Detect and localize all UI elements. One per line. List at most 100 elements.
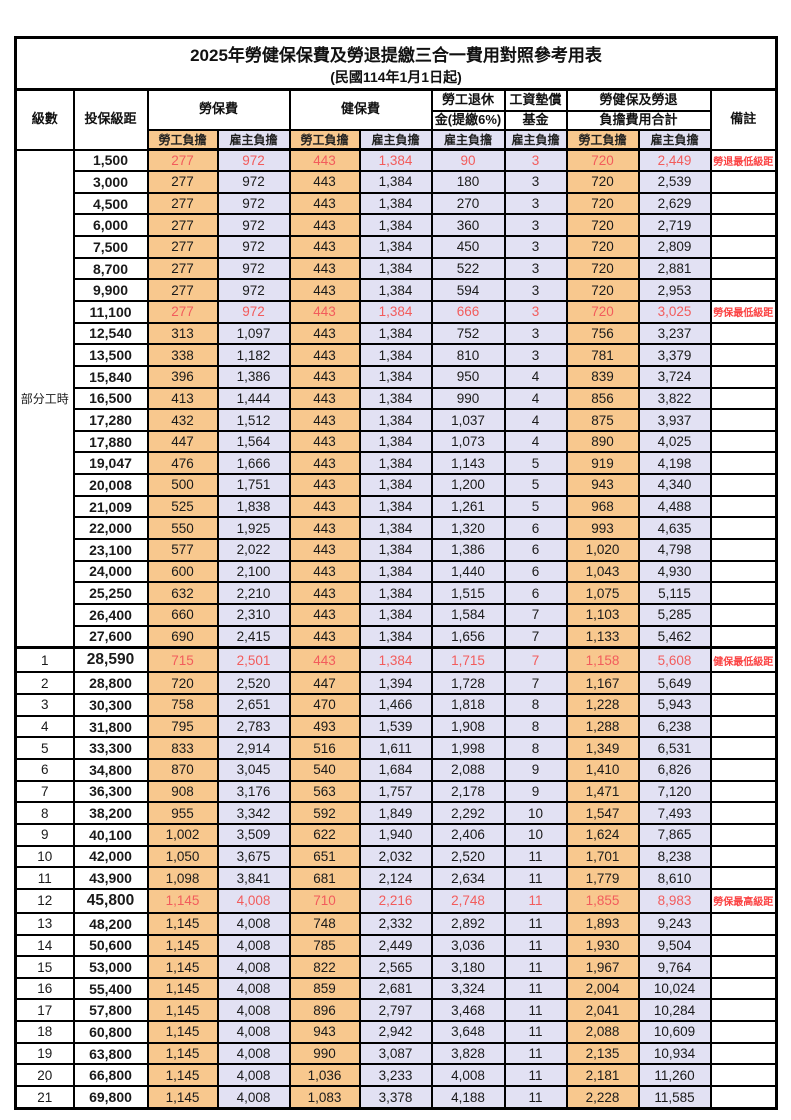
value-cell-labor-employee: 955 [146, 801, 219, 825]
value-cell-wagefund-employer: 3 [503, 300, 568, 324]
table-row: 21 69,800 1,145 4,008 1,083 3,378 4,188 11 2,228… [14, 1085, 778, 1110]
value-cell-labor-employer: 972 [216, 256, 291, 281]
value-cell-health-employee: 443 [288, 451, 361, 476]
table-row: 15 53,000 1,145 4,008 822 2,565 3,180 11 1,967 9,… [14, 955, 778, 979]
value-cell-health-employee: 516 [288, 736, 361, 761]
value-cell-health-employer: 1,384 [358, 581, 433, 605]
value-cell-labor-employer: 1,751 [216, 473, 291, 497]
value-cell-health-employer: 1,384 [358, 278, 433, 302]
table-body: 部分工時 1,500 277 972 443 1,384 90 3 720 2,449 勞退最低級距… [14, 148, 778, 1110]
remark-cell [709, 1063, 778, 1088]
header-row-3: 勞工負擔 雇主負擔 勞工負擔 雇主負擔 雇主負擔 雇主負擔 勞工負擔 雇主負擔 [16, 128, 777, 151]
bracket-cell: 31,800 [72, 714, 149, 739]
header-labor-insurance: 勞保費 [146, 88, 291, 131]
value-cell-total-employee: 781 [565, 343, 640, 367]
value-cell-labor-employer: 1,838 [216, 494, 291, 519]
value-cell-pension-employer: 990 [430, 386, 506, 411]
table-row: 1 28,590 715 2,501 443 1,384 1,715 7 1,158 5,608 健… [14, 646, 778, 674]
value-cell-total-employee: 1,103 [565, 602, 640, 627]
remark-cell [709, 408, 778, 432]
value-cell-total-employee: 839 [565, 364, 640, 389]
remark-cell [709, 693, 778, 717]
value-cell-health-employee: 540 [288, 758, 361, 782]
value-cell-total-employer: 4,930 [637, 559, 712, 584]
table-row: 15,840 396 1,386 443 1,384 950 4 839 3,724 [16, 364, 778, 389]
bracket-cell: 7,500 [72, 235, 149, 259]
table-row: 2 28,800 720 2,520 447 1,394 1,728 7 1,167 5,649 [14, 671, 778, 696]
table-row: 19,047 476 1,666 443 1,384 1,143 5 919 4,198 [16, 451, 778, 476]
header-row-2: 金(提繳6%) 基金 負擔費用合計 [16, 109, 777, 131]
table-row: 22,000 550 1,925 443 1,384 1,320 6 993 4,635 [16, 516, 778, 541]
value-cell-wagefund-employer: 11 [503, 976, 568, 1001]
value-cell-labor-employee: 600 [146, 559, 219, 584]
value-cell-health-employer: 1,384 [358, 191, 433, 216]
value-cell-health-employer: 1,384 [358, 494, 433, 519]
value-cell-total-employer: 3,724 [637, 364, 712, 389]
value-cell-labor-employer: 4,008 [216, 911, 291, 936]
value-cell-health-employee: 443 [288, 343, 361, 367]
value-cell-labor-employee: 476 [146, 451, 219, 476]
header-total-line2: 負擔費用合計 [565, 109, 712, 131]
remark-cell [709, 736, 778, 761]
value-cell-labor-employee: 720 [146, 671, 219, 696]
value-cell-health-employer: 1,384 [358, 300, 433, 324]
value-cell-total-employee: 1,410 [565, 758, 640, 782]
bracket-cell: 69,800 [72, 1085, 149, 1110]
remark-cell [709, 779, 778, 804]
value-cell-total-employee: 2,181 [565, 1063, 640, 1088]
value-cell-total-employee: 1,779 [565, 866, 640, 890]
bracket-cell: 53,000 [72, 955, 149, 979]
value-cell-total-employer: 2,539 [637, 170, 712, 194]
value-cell-total-employer: 7,865 [637, 822, 712, 847]
value-cell-wagefund-employer: 6 [503, 538, 568, 562]
value-cell-labor-employer: 4,008 [216, 1063, 291, 1088]
value-cell-labor-employer: 2,022 [216, 538, 291, 562]
value-cell-labor-employer: 1,666 [216, 451, 291, 476]
table-row: 9 40,100 1,002 3,509 622 1,940 2,406 10 1,624 7,8… [14, 822, 778, 847]
remark-cell [709, 451, 778, 476]
value-cell-pension-employer: 1,037 [430, 408, 506, 432]
value-cell-total-employee: 968 [565, 494, 640, 519]
value-cell-total-employee: 720 [565, 256, 640, 281]
remark-cell [709, 581, 778, 605]
remark-cell [709, 538, 778, 562]
value-cell-pension-employer: 450 [430, 235, 506, 259]
value-cell-total-employer: 10,024 [637, 976, 712, 1001]
header-level: 級數 [14, 88, 75, 151]
bracket-cell: 57,800 [72, 998, 149, 1023]
value-cell-wagefund-employer: 3 [503, 343, 568, 367]
table-row: 7,500 277 972 443 1,384 450 3 720 2,809 [16, 235, 778, 259]
value-cell-total-employer: 8,983 [637, 887, 712, 914]
bracket-cell: 11,100 [72, 300, 149, 324]
remark-cell [709, 998, 778, 1023]
header-total-line1: 勞健保及勞退 [565, 88, 712, 112]
value-cell-total-employee: 720 [565, 191, 640, 216]
value-cell-labor-employee: 313 [146, 321, 219, 346]
value-cell-wagefund-employer: 6 [503, 516, 568, 541]
value-cell-total-employer: 5,462 [637, 624, 712, 649]
value-cell-wagefund-employer: 3 [503, 235, 568, 259]
value-cell-labor-employee: 277 [146, 300, 219, 324]
value-cell-total-employer: 5,649 [637, 671, 712, 696]
value-cell-health-employer: 2,797 [358, 998, 433, 1023]
subheader-total-employee: 勞工負擔 [565, 128, 640, 151]
value-cell-health-employee: 443 [288, 602, 361, 627]
value-cell-pension-employer: 3,036 [430, 933, 506, 958]
value-cell-pension-employer: 1,998 [430, 736, 506, 761]
value-cell-wagefund-employer: 6 [503, 559, 568, 584]
bracket-cell: 25,250 [72, 581, 149, 605]
value-cell-pension-employer: 3,324 [430, 976, 506, 1001]
value-cell-health-employee: 443 [288, 559, 361, 584]
remark-cell [709, 1020, 778, 1044]
value-cell-labor-employer: 4,008 [216, 887, 291, 914]
value-cell-health-employee: 785 [288, 933, 361, 958]
value-cell-total-employer: 11,585 [637, 1085, 712, 1110]
value-cell-labor-employee: 1,145 [146, 911, 219, 936]
value-cell-health-employer: 1,384 [358, 364, 433, 389]
bracket-cell: 22,000 [72, 516, 149, 541]
value-cell-labor-employer: 3,045 [216, 758, 291, 782]
value-cell-labor-employee: 1,145 [146, 1085, 219, 1110]
table-row: 4,500 277 972 443 1,384 270 3 720 2,629 [16, 191, 778, 216]
bracket-cell: 12,540 [72, 321, 149, 346]
